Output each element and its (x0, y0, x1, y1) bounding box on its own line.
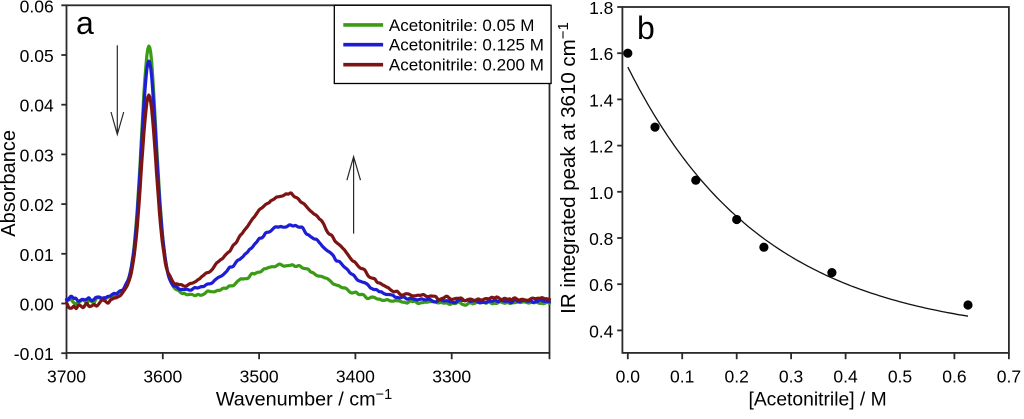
svg-text:3700: 3700 (47, 366, 86, 386)
svg-text:0.2: 0.2 (725, 366, 749, 386)
svg-text:0.1: 0.1 (670, 366, 694, 386)
svg-text:0.7: 0.7 (997, 366, 1021, 386)
svg-text:a: a (76, 5, 94, 41)
svg-text:3300: 3300 (432, 366, 471, 386)
svg-text:1.8: 1.8 (589, 0, 613, 18)
svg-text:IR integrated peak at 3610 cm−: IR integrated peak at 3610 cm−1 (555, 22, 580, 314)
svg-text:0.4: 0.4 (589, 321, 614, 341)
svg-text:1.4: 1.4 (589, 90, 614, 110)
svg-text:0.00: 0.00 (20, 295, 54, 315)
svg-text:0.02: 0.02 (20, 195, 54, 215)
svg-text:Absorbance: Absorbance (0, 130, 20, 237)
svg-text:Acetonitrile: 0.200 M: Acetonitrile: 0.200 M (389, 56, 544, 75)
svg-text:0.04: 0.04 (20, 96, 54, 116)
svg-text:3400: 3400 (336, 366, 375, 386)
svg-text:0.06: 0.06 (20, 0, 54, 16)
svg-text:3500: 3500 (240, 366, 279, 386)
svg-text:0.0: 0.0 (616, 366, 641, 386)
svg-text:b: b (637, 10, 655, 46)
svg-text:Acetonitrile: 0.05 M: Acetonitrile: 0.05 M (389, 16, 535, 35)
svg-text:0.4: 0.4 (833, 366, 858, 386)
svg-text:0.3: 0.3 (779, 366, 803, 386)
svg-text:[Acetonitrile] / M: [Acetonitrile] / M (748, 389, 886, 410)
svg-text:0.03: 0.03 (20, 145, 54, 165)
svg-text:Wavenumber / cm−1: Wavenumber / cm−1 (216, 387, 392, 411)
svg-text:0.6: 0.6 (942, 366, 966, 386)
svg-text:0.05: 0.05 (20, 46, 54, 66)
svg-text:1.2: 1.2 (589, 137, 613, 157)
svg-text:1.6: 1.6 (589, 44, 613, 64)
svg-text:-0.01: -0.01 (14, 344, 54, 364)
svg-text:0.8: 0.8 (589, 229, 613, 249)
svg-text:0.01: 0.01 (20, 245, 54, 265)
svg-text:Acetonitrile: 0.125 M: Acetonitrile: 0.125 M (389, 36, 544, 55)
svg-text:0.5: 0.5 (888, 366, 912, 386)
svg-text:1.0: 1.0 (589, 183, 614, 203)
svg-text:3600: 3600 (143, 366, 182, 386)
svg-text:0.6: 0.6 (589, 275, 613, 295)
